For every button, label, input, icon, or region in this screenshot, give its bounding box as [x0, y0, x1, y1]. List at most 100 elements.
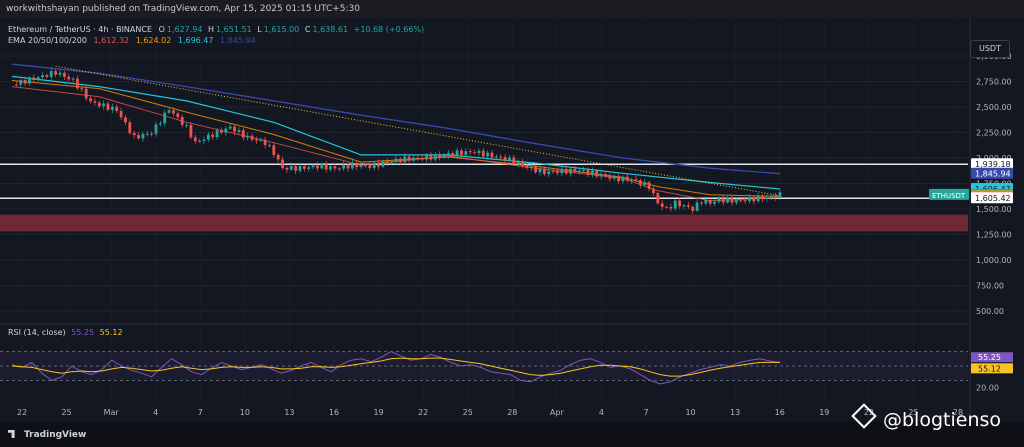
- ema-legend: EMA 20/50/100/200 1,612.32 1,624.02 1,69…: [8, 35, 256, 46]
- rsi-legend: RSI (14, close) 55.25 55.12: [8, 327, 123, 338]
- candle-body: [717, 198, 721, 202]
- y-tick-label: 2,250.00: [976, 129, 1012, 138]
- candle-body: [774, 195, 778, 198]
- x-tick-label: 28: [507, 408, 517, 417]
- candle-body: [154, 124, 158, 134]
- candle-body: [372, 162, 376, 169]
- candle-body: [132, 133, 136, 136]
- candle-body: [551, 171, 555, 173]
- candle-body: [237, 130, 241, 132]
- candle-body: [381, 161, 385, 167]
- candle-body: [468, 151, 472, 153]
- x-tick-label: 25: [61, 408, 71, 417]
- x-tick-label: Mar: [104, 408, 120, 417]
- rsi-ma-line: [11, 357, 780, 377]
- chart-area[interactable]: 500.00750.001,000.001,250.001,500.001,75…: [0, 18, 1024, 422]
- price-chart-svg[interactable]: 500.00750.001,000.001,250.001,500.001,75…: [0, 18, 1024, 422]
- candle-body: [612, 176, 616, 179]
- candle-body: [311, 165, 315, 168]
- x-tick-label: 4: [153, 408, 158, 417]
- candle-body: [529, 166, 533, 168]
- x-tick-label: 22: [864, 408, 874, 417]
- candle-body: [71, 78, 75, 80]
- candle-body: [433, 154, 437, 160]
- candle-body: [145, 133, 149, 135]
- currency-button[interactable]: USDT: [970, 40, 1010, 58]
- candle-body: [695, 202, 699, 211]
- tradingview-logo[interactable]: TradingView: [8, 430, 86, 440]
- candle-body: [346, 164, 350, 169]
- x-tick-label: 16: [775, 408, 785, 417]
- candle-body: [734, 199, 738, 203]
- candle-body: [652, 188, 655, 194]
- candle-body: [41, 75, 44, 78]
- ohlc-legend: Ethereum / TetherUS · 4h · BINANCE O 1,62…: [8, 24, 424, 35]
- candle-body: [412, 157, 415, 161]
- candle-body: [638, 180, 642, 186]
- candle-body: [756, 196, 760, 202]
- candle-body: [708, 199, 712, 204]
- candle-body: [446, 153, 450, 156]
- candle-body: [119, 110, 123, 118]
- candle-body: [320, 164, 324, 169]
- candle-body: [289, 165, 293, 170]
- candle-body: [385, 161, 389, 163]
- x-tick-label: 13: [284, 408, 294, 417]
- candle-body: [625, 176, 629, 181]
- low-label: L: [257, 25, 262, 34]
- candle-body: [451, 153, 455, 156]
- candle-body: [481, 150, 485, 157]
- price-label: 1,939.18: [975, 160, 1011, 169]
- candle-body: [403, 156, 407, 163]
- x-tick-label: 16: [329, 408, 339, 417]
- close-value: 1,638.61: [312, 25, 349, 34]
- candle-body: [36, 77, 40, 81]
- x-tick-label: 7: [643, 408, 648, 417]
- candle-body: [390, 161, 394, 163]
- candle-body: [102, 103, 106, 107]
- x-tick-label: 25: [908, 408, 918, 417]
- candle-body: [752, 197, 756, 202]
- rsi-legend-value: 55.25: [71, 328, 95, 337]
- candle-body: [682, 205, 686, 207]
- candle-body: [241, 130, 245, 138]
- candle-body: [67, 76, 71, 80]
- candle-body: [665, 206, 668, 208]
- publish-text: workwithshayan published on TradingView.…: [6, 4, 361, 14]
- candle-body: [324, 164, 328, 170]
- x-tick-label: 25: [463, 408, 473, 417]
- candle-body: [608, 176, 612, 179]
- candle-body: [167, 110, 171, 113]
- candle-body: [542, 168, 546, 175]
- price-label-box: [971, 167, 1013, 179]
- candle-body: [643, 182, 647, 186]
- candle-body: [678, 200, 682, 207]
- candle-body: [621, 176, 625, 182]
- rsi-value-label: 55.25: [978, 353, 1001, 362]
- candle-body: [660, 203, 664, 207]
- candle-body: [350, 162, 354, 169]
- candle-body: [206, 134, 210, 140]
- x-tick-label: 19: [819, 408, 829, 417]
- candle-body: [499, 156, 503, 158]
- candle-body: [647, 182, 651, 189]
- candle-body: [180, 117, 184, 125]
- ema200-line: [11, 63, 781, 175]
- candle-body: [28, 77, 31, 84]
- candle-body: [281, 159, 284, 168]
- candle-body: [106, 103, 110, 110]
- publish-bar: workwithshayan published on TradingView.…: [0, 0, 1024, 18]
- candle-body: [473, 152, 476, 154]
- symbol-title: Ethereum / TetherUS · 4h · BINANCE: [8, 25, 153, 34]
- x-tick-label: 7: [198, 408, 203, 417]
- binance-diamond-icon: [851, 403, 877, 429]
- candle-body: [494, 156, 498, 158]
- watermark: @blogtienso: [851, 403, 1001, 431]
- price-label-box: [971, 158, 1013, 170]
- candle-body: [185, 124, 188, 126]
- price-label-box: [971, 192, 1013, 204]
- ema20-value: 1,612.32: [93, 36, 130, 45]
- candle-body: [263, 139, 267, 146]
- candle-body: [233, 126, 236, 132]
- candle-body: [80, 88, 84, 90]
